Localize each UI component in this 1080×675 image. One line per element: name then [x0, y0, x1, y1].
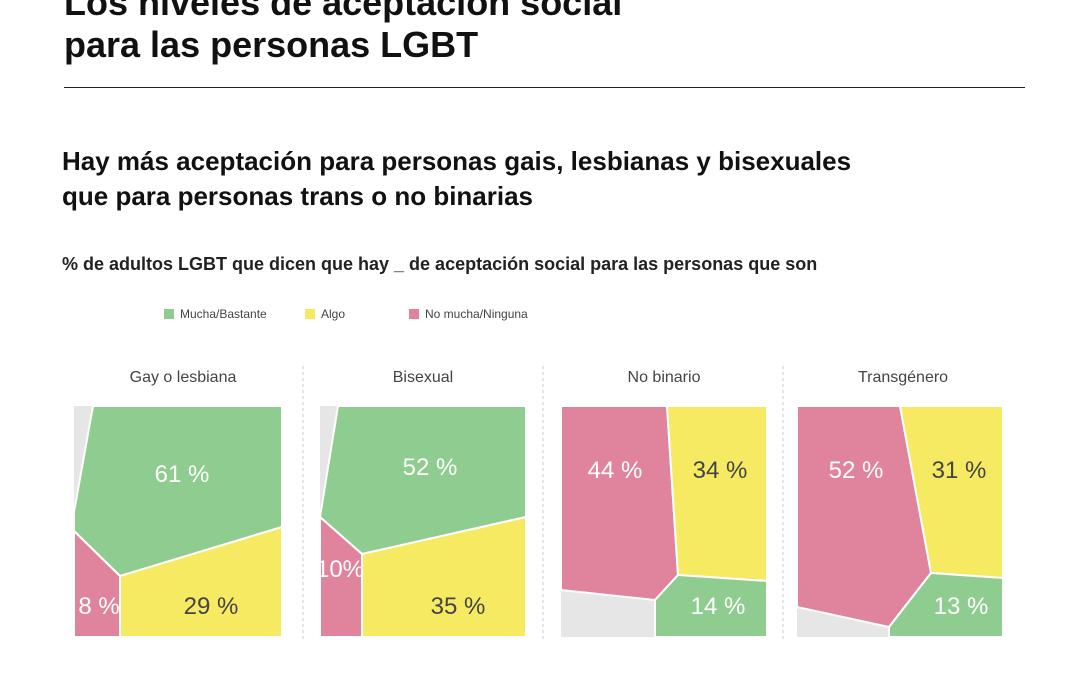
cell-gay-o-lesbiana-no-mucha-ninguna: [73, 530, 121, 638]
data-label-no-binario-mucha-bastante: 14 %: [691, 593, 746, 620]
legend-swatch-mucha-bastante: [164, 309, 174, 319]
legend-label-mucha-bastante: Mucha/Bastante: [180, 307, 267, 321]
legend-item-mucha-bastante: Mucha/Bastante: [164, 307, 305, 321]
data-label-transgenero-no-mucha-ninguna: 52 %: [829, 457, 884, 484]
data-label-no-binario-no-mucha-ninguna: 44 %: [588, 457, 643, 484]
title-divider: [64, 87, 1025, 88]
data-label-gay-o-lesbiana-algo: 29 %: [184, 593, 239, 620]
legend-label-algo: Algo: [321, 307, 346, 321]
panel-header-transgenero: Transgénero: [858, 369, 948, 386]
legend-swatch-algo: [305, 309, 315, 319]
panel-header-no-binario: No binario: [628, 369, 701, 386]
cell-transgenero-mucha-bastante: [888, 572, 1004, 638]
chart-title-line-1: Hay más aceptación para personas gais, l…: [62, 146, 852, 176]
panel-transgenero: Transgénero 52 % 31 % 13 %: [796, 369, 1004, 638]
data-label-gay-o-lesbiana-mucha-bastante: 61 %: [155, 461, 210, 488]
data-label-bisexual-no-mucha-ninguna: 10%: [316, 556, 364, 583]
data-label-bisexual-mucha-bastante: 52 %: [403, 454, 458, 481]
chart-title: Hay más aceptación para personas gais, l…: [62, 144, 1022, 214]
page-title-line-1: Los niveles de aceptación social: [64, 0, 623, 23]
legend-label-no-mucha-ninguna: No mucha/Ninguna: [425, 307, 528, 321]
data-label-gay-o-lesbiana-no-mucha-ninguna: 8 %: [78, 593, 119, 620]
chart-legend: Mucha/Bastante Algo No mucha/Ninguna: [164, 306, 528, 322]
page-title: Los niveles de aceptación social para la…: [64, 0, 1024, 66]
panel-header-gay-o-lesbiana: Gay o lesbiana: [130, 369, 237, 386]
legend-item-algo: Algo: [305, 307, 409, 321]
cell-bisexual-no-mucha-ninguna: [319, 516, 363, 638]
legend-item-no-mucha-ninguna: No mucha/Ninguna: [409, 307, 528, 321]
chart-title-line-2: que para personas trans o no binarias: [62, 181, 534, 211]
panel-gay-o-lesbiana: Gay o lesbiana 61 % 29 % 8 %: [73, 369, 283, 638]
panel-header-bisexual: Bisexual: [393, 369, 453, 386]
data-label-bisexual-algo: 35 %: [431, 593, 486, 620]
cell-no-binario-algo: [666, 405, 768, 582]
data-label-transgenero-mucha-bastante: 13 %: [934, 593, 989, 620]
data-label-transgenero-algo: 31 %: [932, 457, 987, 484]
panel-no-binario: No binario 44 % 34 % 14 %: [560, 369, 768, 638]
cell-no-binario-mucha-bastante: [654, 574, 768, 638]
cell-no-binario-no-mucha-ninguna: [560, 405, 679, 601]
legend-swatch-no-mucha-ninguna: [409, 309, 419, 319]
data-label-no-binario-algo: 34 %: [693, 457, 748, 484]
chart-subtitle: % de adultos LGBT que dicen que hay _ de…: [62, 254, 818, 274]
panel-bisexual: Bisexual 52 % 35 % 10%: [316, 369, 527, 638]
page-title-line-2: para las personas LGBT: [64, 24, 479, 65]
